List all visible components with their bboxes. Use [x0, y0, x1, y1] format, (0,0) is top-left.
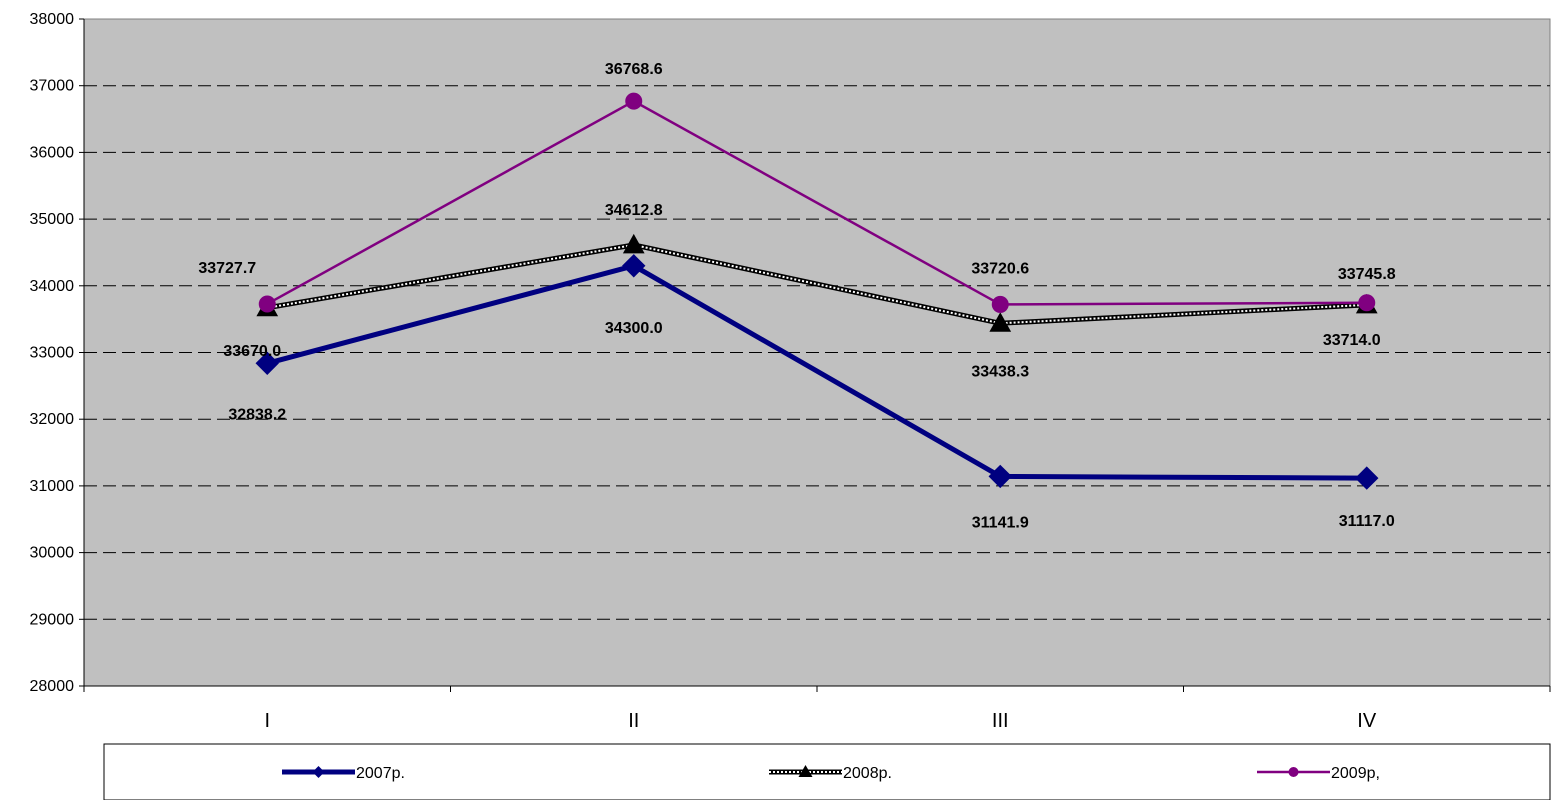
- x-tick-label: IV: [1357, 710, 1377, 732]
- y-tick-label: 31000: [30, 478, 75, 495]
- data-point-2008: [989, 312, 1012, 332]
- series-line-2009: [266, 99, 1367, 306]
- data-point-2009: [625, 92, 643, 110]
- gridlines: [84, 85, 1550, 620]
- y-tick-label: 33000: [30, 345, 75, 362]
- series-line-2007: [266, 263, 1367, 481]
- y-tick-label: 32000: [30, 411, 75, 428]
- series-line-2008-pattern: [267, 243, 1367, 325]
- x-tick-label: II: [628, 710, 639, 732]
- x-axis: I II III IV: [83, 685, 1551, 732]
- data-label: 33670.0: [223, 343, 281, 360]
- legend-marker-2009: [1288, 767, 1299, 777]
- data-point-2009: [991, 295, 1009, 313]
- data-point-2007: [1355, 466, 1379, 490]
- data-label: 36768.6: [605, 61, 663, 78]
- data-point-2008: [622, 233, 645, 254]
- data-label: 32838.2: [228, 406, 286, 423]
- legend-marker-2008: [798, 765, 813, 777]
- y-axis: 28000 29000 30000 31000 32000 33000 34000 35000…: [30, 11, 85, 695]
- data-label: 33714.0: [1323, 332, 1381, 349]
- data-point-2007: [255, 351, 279, 375]
- data-point-2009: [258, 295, 276, 313]
- data-labels: 32838.2 34300.0 31141.9 31117.0 33670.0 34612…: [198, 61, 1395, 531]
- data-label: 33727.7: [198, 260, 256, 277]
- legend-label-2008: 2008р.: [843, 765, 892, 782]
- data-point-2007: [988, 464, 1012, 489]
- data-label: 34300.0: [605, 320, 663, 337]
- series-group: [255, 92, 1379, 490]
- y-tick-label: 28000: [30, 678, 75, 695]
- data-label: 31141.9: [972, 514, 1029, 531]
- y-tick-label: 37000: [30, 78, 75, 95]
- legend-label-2009: 2009р,: [1331, 765, 1380, 782]
- y-tick-label: 34000: [30, 278, 75, 295]
- data-label: 34612.8: [605, 202, 663, 219]
- data-label: 33720.6: [971, 260, 1029, 277]
- data-label: 33745.8: [1338, 266, 1396, 283]
- data-label: 31117.0: [1339, 513, 1395, 530]
- x-tick-label: I: [264, 710, 270, 732]
- legend: 2007р. 2008р. 2009р,: [282, 765, 1380, 782]
- data-point-2009: [1358, 294, 1376, 312]
- x-tick-label: III: [992, 710, 1009, 732]
- legend-marker-2007: [312, 766, 325, 778]
- legend-label-2007: 2007р.: [356, 765, 405, 782]
- y-tick-label: 36000: [30, 144, 75, 161]
- y-tick-label: 38000: [30, 11, 75, 28]
- y-tick-label: 30000: [30, 545, 75, 562]
- y-tick-label: 35000: [30, 211, 75, 228]
- data-point-2007: [622, 254, 646, 278]
- data-label: 33438.3: [971, 363, 1029, 380]
- y-tick-label: 29000: [30, 611, 75, 628]
